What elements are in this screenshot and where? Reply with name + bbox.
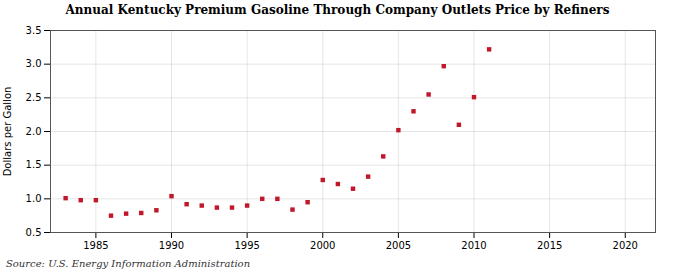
svg-text:1990: 1990	[159, 240, 184, 251]
svg-text:3.5: 3.5	[26, 25, 42, 36]
svg-text:2010: 2010	[461, 240, 486, 251]
svg-text:1995: 1995	[234, 240, 259, 251]
svg-text:1.0: 1.0	[26, 193, 42, 204]
svg-text:2000: 2000	[310, 240, 335, 251]
svg-text:2.0: 2.0	[26, 126, 42, 137]
svg-text:Dollars per Gallon: Dollars per Gallon	[2, 87, 13, 177]
html-text:Source: U.S. Energy Informatio: Source: U.S. Energy Information Administ…	[6, 258, 251, 269]
html-text:Annual Kentucky Premium Gasoli: Annual Kentucky Premium Gasoline Through…	[65, 3, 610, 17]
svg-text:1.5: 1.5	[26, 159, 42, 170]
svg-text:2015: 2015	[537, 240, 562, 251]
svg-text:3.0: 3.0	[26, 58, 42, 69]
svg-text:0.5: 0.5	[26, 227, 42, 238]
svg-text:2.5: 2.5	[26, 92, 42, 103]
svg-text:1985: 1985	[83, 240, 108, 251]
svg-text:2020: 2020	[613, 240, 638, 251]
svg-text:2005: 2005	[386, 240, 411, 251]
